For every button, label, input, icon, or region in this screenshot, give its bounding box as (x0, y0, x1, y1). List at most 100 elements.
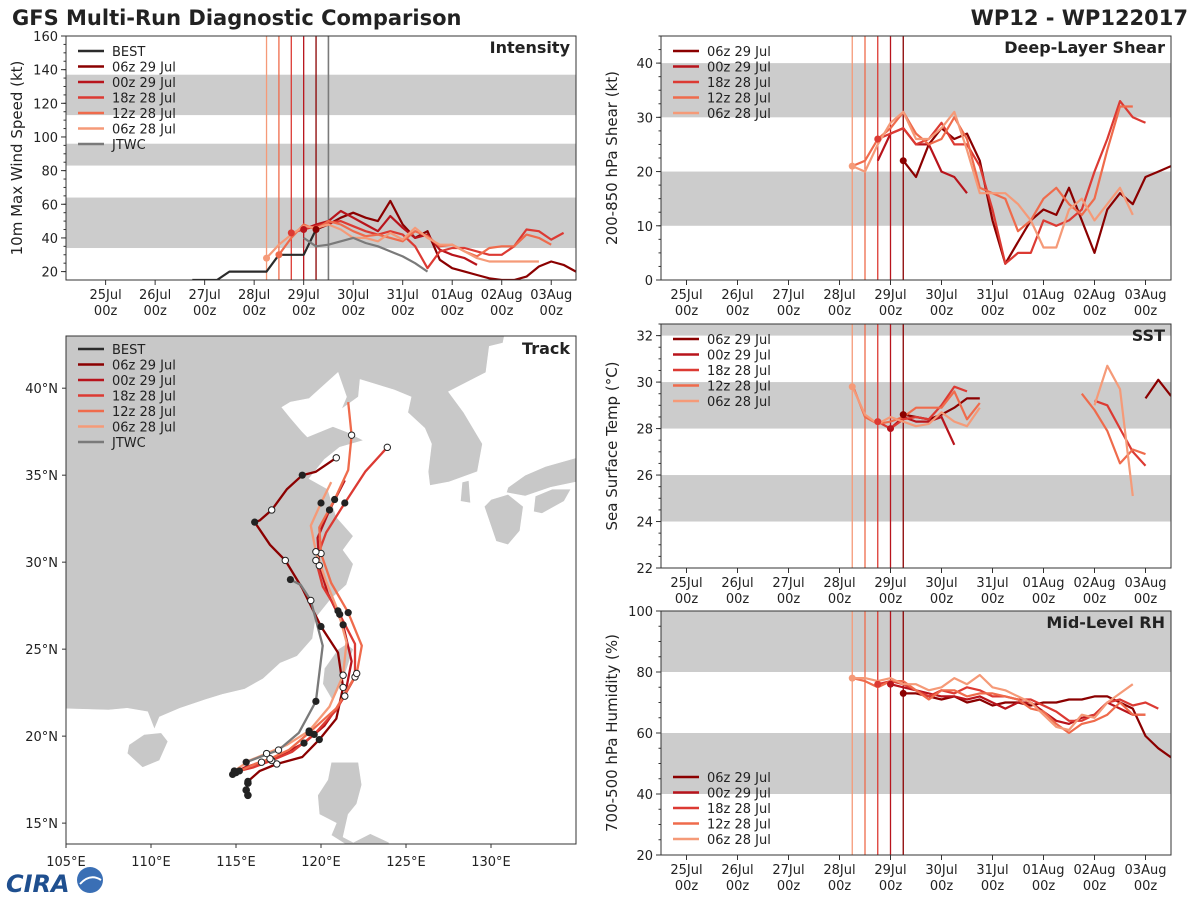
shear-legend-label-12z-28-jul: 12z 28 Jul (707, 92, 771, 107)
intensity-ylabel: 10m Max Wind Speed (kt) (8, 61, 26, 256)
rh-panel-title: Mid-Level RH (1046, 613, 1165, 632)
sst-band-2 (661, 324, 1171, 336)
rh-xtick-label: 03Aug (1125, 863, 1167, 878)
intensity-legend-label-18z-28-jul: 18z 28 Jul (112, 92, 176, 107)
rh-xtick-label: 31Jul (976, 863, 1008, 878)
intensity-ytick-label: 160 (33, 30, 58, 45)
intensity-series-best (192, 229, 317, 280)
track-xtick-label: 130°E (471, 855, 511, 870)
rh-start-marker-00z-29-jul (887, 680, 894, 688)
rh-start-marker-06z-28-jul (848, 674, 856, 682)
shear-ytick-label: 20 (636, 166, 653, 181)
rh-ytick-label: 20 (636, 849, 653, 864)
track-legend-label-00z-29-jul: 00z 29 Jul (112, 374, 176, 389)
shear-ytick-label: 10 (636, 220, 653, 235)
intensity-xtick-label: 25Jul (89, 288, 121, 303)
sst-legend-label-18z-28-jul: 18z 28 Jul (707, 364, 771, 379)
track-legend-label-06z-29-jul: 06z 29 Jul (112, 359, 176, 374)
sst-panel: 22242628303225Jul00z26Jul00z27Jul00z28Ju… (603, 323, 1172, 607)
intensity-ytick-label: 60 (41, 198, 58, 213)
intensity-xtick-label: 26Jul (139, 288, 171, 303)
intensity-xtick-label: 27Jul (189, 288, 221, 303)
shear-series-18z-28-jul (877, 99, 1146, 265)
intensity-xtick-label: 03Aug (530, 288, 572, 303)
shear-xtick-label: 31Jul (976, 288, 1008, 303)
cira-logo-text: CIRA (6, 870, 70, 898)
land-hainan (126, 732, 169, 768)
shear-legend-label-00z-29-jul: 00z 29 Jul (707, 61, 771, 76)
shear-ytick-label: 0 (645, 274, 653, 289)
intensity-ytick-label: 20 (41, 266, 58, 281)
rh-xtick-label-hour: 00z (879, 879, 903, 894)
track-ytick-label: 35°N (25, 469, 58, 484)
track-point-00z-06z-28-jul (305, 727, 313, 735)
rh-xtick-label-hour: 00z (828, 879, 852, 894)
track-xtick-label: 125°E (386, 855, 426, 870)
track-ytick-label: 30°N (25, 556, 58, 571)
sst-xtick-label: 29Jul (874, 576, 906, 591)
sst-xtick-label-hour: 00z (981, 592, 1005, 607)
rh-series-06z-28-jul (852, 673, 1134, 732)
track-point-00z-12z-28-jul (344, 609, 352, 617)
track-point-best (242, 786, 250, 794)
track-point-12z-06z-29-jul (281, 556, 289, 565)
rh-xtick-label: 27Jul (772, 863, 804, 878)
sst-xtick-label: 31Jul (976, 576, 1008, 591)
intensity-panel-title: Intensity (490, 38, 571, 57)
intensity-xtick-label-hour: 00z (242, 304, 266, 319)
sst-xtick-label-hour: 00z (828, 592, 852, 607)
rh-start-marker-06z-29-jul (899, 689, 907, 697)
sst-ytick-label: 28 (636, 423, 653, 438)
track-point-00z-06z-28-jul (317, 499, 325, 507)
land-honshu (505, 457, 576, 497)
intensity-xtick-label-hour: 00z (391, 304, 415, 319)
sst-xtick-label: 27Jul (772, 576, 804, 591)
intensity-start-marker-12z-28-jul (275, 251, 283, 259)
rh-xtick-label: 28Jul (823, 863, 855, 878)
sst-xtick-label-hour: 00z (777, 592, 801, 607)
intensity-legend-label-06z-28-jul: 06z 28 Jul (112, 123, 176, 138)
shear-series-06z-28-jul (851, 110, 1134, 249)
rh-xtick-label-hour: 00z (726, 879, 750, 894)
rh-xtick-label: 25Jul (670, 863, 702, 878)
rh-xtick-label: 26Jul (721, 863, 753, 878)
rh-xtick-label-hour: 00z (1032, 879, 1056, 894)
sst-panel-title: SST (1132, 326, 1165, 345)
shear-panel-title: Deep-Layer Shear (1004, 38, 1165, 57)
rh-ytick-label: 40 (636, 788, 653, 803)
track-ytick-label: 40°N (25, 382, 58, 397)
shear-band-1 (661, 63, 1171, 118)
track-point-12z-06z-29-jul (273, 760, 281, 768)
intensity-xtick-label-hour: 00z (490, 304, 514, 319)
track-point-12z-06z-29-jul (339, 683, 347, 692)
track-point-12z-06z-29-jul (332, 454, 340, 462)
intensity-legend-label-06z-29-jul: 06z 29 Jul (112, 61, 176, 76)
track-point-00z-06z-29-jul (244, 777, 252, 785)
land-luzon (317, 761, 390, 844)
shear-xtick-label-hour: 00z (1134, 304, 1158, 319)
intensity-xtick-label: 02Aug (481, 288, 523, 303)
track-point-00z-00z-29-jul (325, 506, 334, 514)
track-point-12z-jtwc (274, 746, 283, 754)
sst-legend-label-00z-29-jul: 00z 29 Jul (707, 349, 771, 364)
shear-xtick-label: 27Jul (772, 288, 804, 303)
shear-xtick-label: 26Jul (721, 288, 753, 303)
sst-ytick-label: 30 (636, 376, 653, 391)
intensity-ytick-label: 120 (33, 97, 58, 112)
intensity-xtick-label: 28Jul (238, 288, 270, 303)
sst-xtick-label-hour: 00z (930, 592, 954, 607)
sst-ytick-label: 24 (636, 516, 653, 531)
intensity-series-jtwc (303, 236, 429, 273)
intensity-series (192, 199, 576, 280)
track-legend-label-jtwc: JTWC (111, 436, 146, 451)
intensity-legend-label-best: BEST (112, 45, 145, 60)
rh-xtick-label-hour: 00z (1134, 879, 1158, 894)
land-tsushima (460, 480, 471, 504)
track-point-00z-12z-28-jul (331, 495, 339, 504)
sst-series-06z-28-jul (851, 386, 981, 428)
shear-xtick-label-hour: 00z (777, 304, 801, 319)
intensity-legend-label-jtwc: JTWC (111, 138, 146, 153)
shear-ytick-label: 40 (636, 57, 653, 72)
shear-legend-label-06z-28-jul: 06z 28 Jul (707, 107, 771, 122)
track-xtick-label: 120°E (301, 855, 341, 870)
